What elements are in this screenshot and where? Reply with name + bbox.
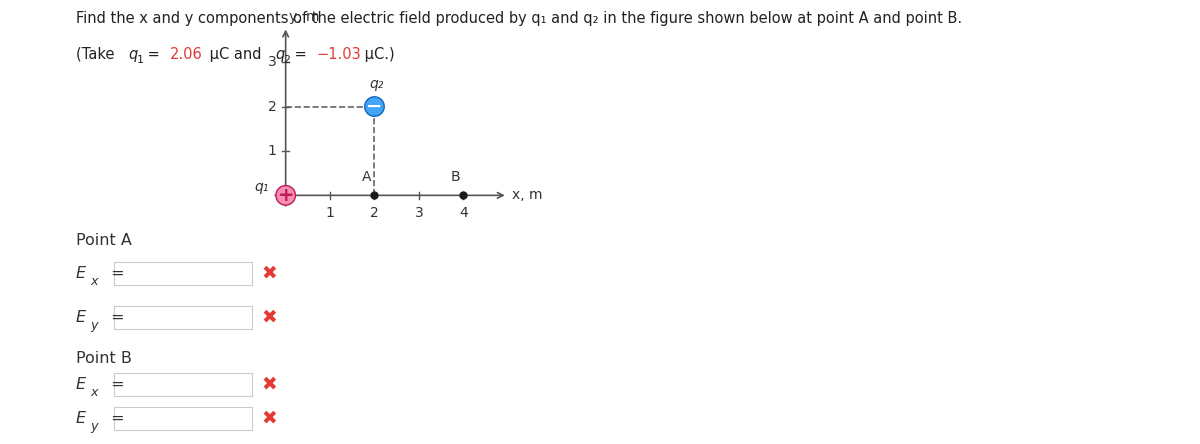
Text: A: A bbox=[361, 170, 371, 184]
Text: ✖: ✖ bbox=[262, 308, 277, 327]
Text: ✖: ✖ bbox=[262, 264, 277, 282]
Text: q: q bbox=[275, 47, 284, 62]
Text: y, m: y, m bbox=[289, 10, 319, 24]
Text: 1: 1 bbox=[268, 144, 277, 158]
Text: E: E bbox=[76, 310, 85, 325]
Circle shape bbox=[365, 97, 384, 116]
Text: B: B bbox=[450, 170, 460, 184]
Text: μC.): μC.) bbox=[360, 47, 395, 62]
Text: q: q bbox=[128, 47, 138, 62]
Text: −: − bbox=[366, 97, 383, 116]
Text: ✖: ✖ bbox=[262, 409, 277, 428]
Text: Point B: Point B bbox=[76, 351, 132, 366]
Text: =: = bbox=[106, 377, 125, 392]
Text: ✖: ✖ bbox=[262, 375, 277, 393]
Text: E: E bbox=[76, 411, 85, 426]
Text: =: = bbox=[144, 47, 164, 62]
Text: y: y bbox=[90, 420, 97, 433]
Text: E: E bbox=[76, 266, 85, 281]
Text: =: = bbox=[290, 47, 312, 62]
Text: μC and: μC and bbox=[205, 47, 266, 62]
Text: Find the x and y components of the electric field produced by q₁ and q₂ in the f: Find the x and y components of the elect… bbox=[76, 11, 961, 26]
Text: 2: 2 bbox=[370, 206, 379, 221]
Text: =: = bbox=[106, 411, 125, 426]
Text: q₂: q₂ bbox=[370, 77, 384, 91]
Text: 2: 2 bbox=[283, 55, 290, 65]
Text: x, m: x, m bbox=[512, 188, 542, 202]
Text: =: = bbox=[106, 266, 125, 281]
Text: x: x bbox=[90, 274, 97, 288]
Text: (Take: (Take bbox=[76, 47, 119, 62]
Text: 3: 3 bbox=[414, 206, 424, 221]
Text: 2.06: 2.06 bbox=[169, 47, 203, 62]
Text: Point A: Point A bbox=[76, 233, 132, 248]
Text: 4: 4 bbox=[458, 206, 468, 221]
Text: 2: 2 bbox=[268, 99, 277, 114]
Text: +: + bbox=[277, 186, 294, 205]
Text: 1: 1 bbox=[137, 55, 144, 65]
Text: −1.03: −1.03 bbox=[317, 47, 361, 62]
Text: 3: 3 bbox=[268, 55, 277, 69]
Text: E: E bbox=[76, 377, 85, 392]
Text: y: y bbox=[90, 319, 97, 332]
Text: 1: 1 bbox=[325, 206, 335, 221]
Text: =: = bbox=[106, 310, 125, 325]
Text: x: x bbox=[90, 385, 97, 399]
Text: q₁: q₁ bbox=[254, 180, 269, 194]
Circle shape bbox=[276, 186, 295, 205]
